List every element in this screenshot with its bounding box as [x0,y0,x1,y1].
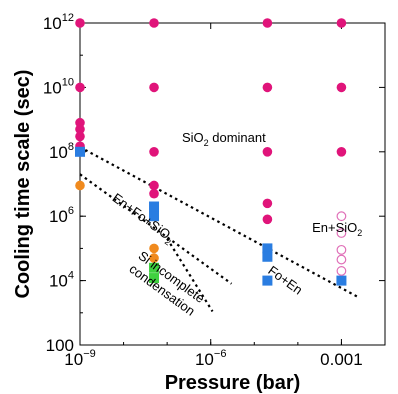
data-points [75,18,347,286]
y-tick-label: 100 [46,336,74,355]
boundary-line [79,146,360,299]
en_fo_sio2-point [149,253,159,263]
sio2-point [149,180,159,191]
sio2-point [75,124,85,135]
y-tick-label: 108 [49,141,74,162]
fo_en-point [149,211,160,222]
fo_en-point [149,201,160,212]
en_sio2-point [336,266,347,276]
sio2-point [336,82,347,93]
sio2-point [262,18,273,28]
boundary-lines [79,146,360,313]
si_incomplete-point [149,262,160,273]
sio2-point [75,82,85,93]
plot-frame-group: 10−9 10−6 0.001 100 104 106 108 1010 1012 [43,12,386,369]
y-tick-label: 106 [49,205,74,226]
sio2-point [75,18,85,28]
en_sio2-point [336,244,347,255]
x-tick-label: 0.001 [320,350,363,369]
sio2-point [262,198,273,209]
boundary-line [79,173,233,285]
sio2-point [149,147,159,157]
x-axis-title: Pressure (bar) [165,372,301,394]
en_fo_sio2-point [75,180,85,191]
en_sio2-point [336,254,347,265]
en_sio2-point [336,228,347,238]
sio2-point [336,18,347,28]
x-axis-ticks: 10−9 10−6 0.001 [64,23,386,369]
annotation-en-sio2: En+SiO2 [312,220,362,238]
sio2-point [262,82,273,93]
annotation-en-fo-sio2: En+Fo+SiO2 [108,190,178,247]
en_sio2-point [336,211,347,222]
sio2-point [262,214,273,225]
si_incomplete-point [149,273,160,284]
plot-frame [79,22,386,346]
y-axis-title: Cooling time scale (sec) [12,70,34,299]
fo_en-point [336,275,347,286]
y-tick-label: 1012 [43,12,74,33]
sio2-point [149,188,159,199]
en_fo_sio2-point [149,243,159,254]
x-tick-label: 10−9 [64,348,95,369]
boundary-line [166,238,214,313]
fo_en-point [262,275,273,286]
x-tick-label: 10−6 [195,348,226,369]
y-tick-label: 1010 [43,76,74,97]
y-tick-label: 104 [49,270,74,291]
sio2-point [149,82,159,93]
sio2-point [75,117,85,128]
annotation-sio2-dominant: SiO2 dominant [182,130,266,148]
fo_en-point [262,251,273,262]
sio2-point [75,131,85,142]
fo_en-point [262,243,273,254]
y-axis-ticks: 100 104 106 108 1010 1012 [43,12,385,355]
fo_en-point [75,146,85,157]
annotation-si-incomplete: Si incompletecondensation [126,248,207,319]
sio2-point [149,18,159,28]
sio2-point [336,147,347,157]
sio2-point [262,147,273,157]
